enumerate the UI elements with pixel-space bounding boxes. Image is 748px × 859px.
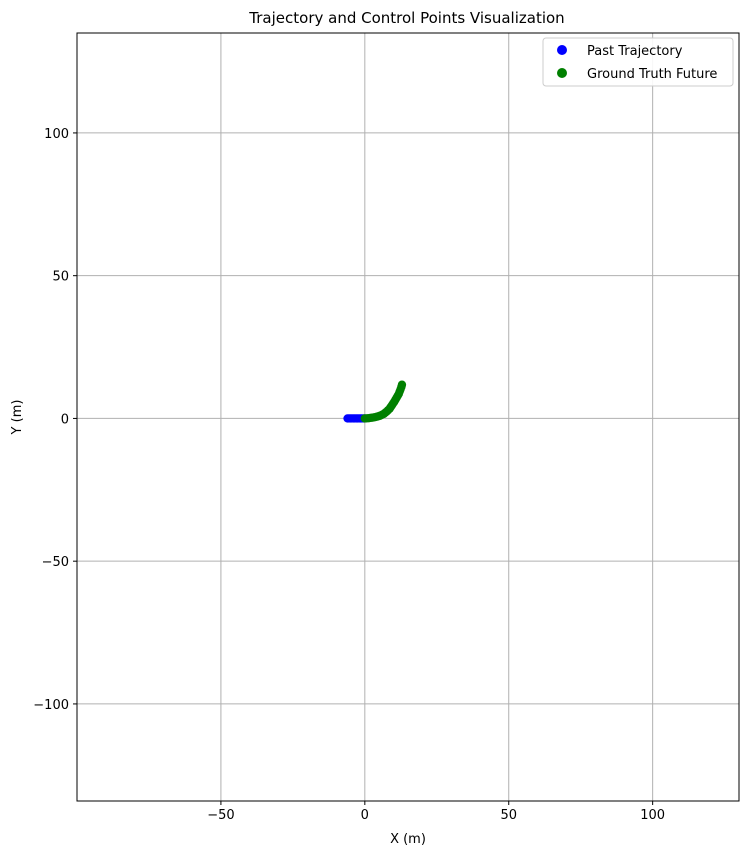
series-1	[360, 380, 407, 423]
y-tick-label: −50	[42, 555, 69, 570]
legend-marker-past-trajectory	[557, 45, 567, 55]
x-tick-label: −50	[207, 808, 234, 823]
x-axis-label: X (m)	[390, 832, 426, 847]
y-tick-label: 0	[61, 412, 69, 427]
legend-marker-ground-truth-future	[557, 68, 567, 78]
legend-box	[542, 37, 734, 87]
y-tick-label: −100	[33, 698, 69, 713]
axis-layer: −50 0 50 100 −100 −50 0 50 100	[33, 127, 665, 823]
y-axis-label: Y (m)	[10, 400, 25, 436]
y-tick-label: 50	[52, 270, 69, 285]
x-tick-label: 100	[640, 808, 665, 823]
legend: Past Trajectory Ground Truth Future	[542, 37, 734, 87]
legend-label-past-trajectory: Past Trajectory	[587, 44, 683, 59]
x-tick-label: 0	[361, 808, 369, 823]
plot-frame	[76, 32, 740, 802]
chart-title: Trajectory and Control Points Visualizat…	[248, 9, 564, 27]
legend-label-ground-truth-future: Ground Truth Future	[587, 67, 717, 82]
x-tick-label: 50	[500, 808, 517, 823]
y-tick-label: 100	[44, 127, 69, 142]
series-layer	[343, 380, 407, 423]
grid-layer	[77, 33, 739, 801]
series-1-point	[397, 380, 407, 389]
